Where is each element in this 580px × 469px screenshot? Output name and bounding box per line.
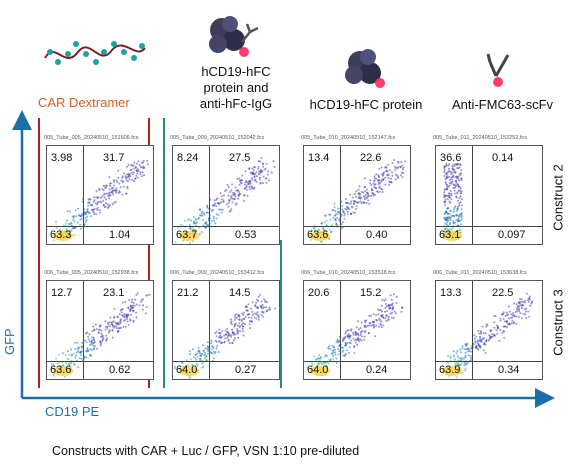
scatter-density [442, 162, 463, 241]
plot-filename: 006_Tube_005_20240510_152938.fcs [44, 270, 139, 276]
group-divider-right [280, 240, 282, 388]
gate-vertical [209, 281, 210, 379]
quadrant-top-right-value: 22.6 [360, 152, 382, 164]
gate-vertical [209, 146, 210, 244]
quadrant-bottom-left-value: 64.0 [307, 364, 329, 376]
flow-scatter-plot: 8.24 27.5 63.7 0.53 [172, 145, 280, 245]
column-title-protein: hCD19-hFC protein [309, 97, 423, 112]
scatter-density [308, 159, 407, 243]
quadrant-bottom-right-value: 0.53 [235, 229, 257, 241]
quadrant-bottom-right-value: 0.097 [498, 229, 526, 241]
quadrant-top-left-value: 20.6 [308, 287, 330, 299]
plot-filename: 005_Tube_010_20240510_152147.fcs [301, 135, 396, 141]
quadrant-bottom-right-value: 0.40 [366, 229, 388, 241]
protein-antibody-icon [209, 16, 259, 57]
column-title-protein-antibody: hCD19-hFC protein and anti-hFc-IgG [199, 64, 273, 111]
quadrant-top-left-value: 13.4 [308, 152, 330, 164]
flow-scatter-plot: 21.2 14.5 64.0 0.27 [172, 280, 280, 380]
flow-scatter-plot: 36.6 0.14 63.1 0.097 [435, 145, 543, 245]
quadrant-top-left-value: 21.2 [177, 287, 199, 299]
gate-horizontal [47, 361, 153, 362]
quadrant-bottom-left-value: 63.9 [439, 364, 461, 376]
gate-horizontal [47, 226, 153, 227]
plot-filename: 005_Tube_011_20240510_152252.fcs [433, 135, 527, 141]
scatter-density [306, 293, 404, 377]
quadrant-top-right-value: 27.5 [229, 152, 251, 164]
flow-scatter-plot: 3.98 31.7 63.3 1.04 [46, 145, 154, 245]
quadrant-top-left-value: 8.24 [177, 152, 199, 164]
gate-vertical [83, 146, 84, 244]
quadrant-top-right-value: 0.14 [492, 152, 514, 164]
quadrant-top-left-value: 3.98 [51, 152, 73, 164]
flow-scatter-plot: 13.4 22.6 63.6 0.40 [303, 145, 411, 245]
quadrant-bottom-right-value: 0.34 [498, 364, 520, 376]
gate-horizontal [304, 361, 410, 362]
quadrant-bottom-left-value: 63.6 [307, 229, 329, 241]
quadrant-bottom-left-value: 64.0 [176, 364, 198, 376]
gate-vertical [472, 146, 473, 244]
scatter-density [441, 292, 534, 379]
quadrant-top-right-value: 23.1 [103, 287, 125, 299]
quadrant-bottom-right-value: 0.62 [109, 364, 131, 376]
quadrant-top-right-value: 14.5 [229, 287, 251, 299]
row-label-construct-3: Construct 3 [550, 289, 566, 356]
footer-note: Constructs with CAR + Luc / GFP, VSN 1:1… [52, 444, 360, 458]
flow-scatter-plot: 12.7 23.1 63.6 0.62 [46, 280, 154, 380]
quadrant-bottom-left-value: 63.1 [439, 229, 461, 241]
scatter-density [174, 157, 276, 244]
column-title-anti-fmc63: Anti-FMC63-scFv [451, 97, 554, 112]
gate-horizontal [173, 226, 279, 227]
quadrant-top-right-value: 22.5 [492, 287, 514, 299]
scatter-density [173, 293, 276, 379]
car-dextramer-left-bar [38, 118, 40, 388]
group-divider-left [163, 118, 165, 388]
scatter-density [52, 159, 149, 242]
car-dextramer-right-bar [148, 118, 150, 388]
quadrant-top-right-value: 15.2 [360, 287, 382, 299]
y-axis-label: GFP [2, 328, 17, 355]
gate-horizontal [304, 226, 410, 227]
flow-scatter-plot: 13.3 22.5 63.9 0.34 [435, 280, 543, 380]
quadrant-bottom-left-value: 63.7 [176, 229, 198, 241]
quadrant-top-left-value: 13.3 [440, 287, 462, 299]
gate-horizontal [436, 361, 542, 362]
plot-filename: 005_Tube_009_20240510_152042.fcs [170, 135, 265, 141]
gate-horizontal [173, 361, 279, 362]
antibody-icon [486, 53, 510, 87]
quadrant-top-left-value: 12.7 [51, 287, 73, 299]
scatter-density [50, 292, 151, 378]
quadrant-top-right-value: 31.7 [103, 152, 125, 164]
gate-vertical [472, 281, 473, 379]
quadrant-bottom-left-value: 63.3 [50, 229, 72, 241]
gate-vertical [83, 281, 84, 379]
gate-vertical [340, 146, 341, 244]
quadrant-bottom-right-value: 1.04 [109, 229, 131, 241]
quadrant-bottom-right-value: 0.24 [366, 364, 388, 376]
quadrant-bottom-right-value: 0.27 [235, 364, 257, 376]
dextramer-icon [44, 41, 146, 65]
quadrant-bottom-left-value: 63.6 [50, 364, 72, 376]
plot-filename: 005_Tube_005_20240510_151606.fcs [44, 135, 139, 141]
x-axis-label: CD19 PE [45, 404, 100, 419]
column-title-car-dextramer: CAR Dextramer [38, 95, 130, 110]
plot-filename: 006_Tube_010_20240510_153518.fcs [301, 270, 396, 276]
flow-scatter-plot: 20.6 15.2 64.0 0.24 [303, 280, 411, 380]
plot-filename: 006_Tube_011_20240510_153638.fcs [433, 270, 527, 276]
gate-horizontal [436, 226, 542, 227]
plot-filename: 006_Tube_009_20240510_153412.fcs [170, 270, 265, 276]
gate-vertical [340, 281, 341, 379]
row-label-construct-2: Construct 2 [550, 164, 566, 231]
quadrant-top-left-value: 36.6 [440, 152, 462, 164]
protein-icon [345, 49, 385, 88]
